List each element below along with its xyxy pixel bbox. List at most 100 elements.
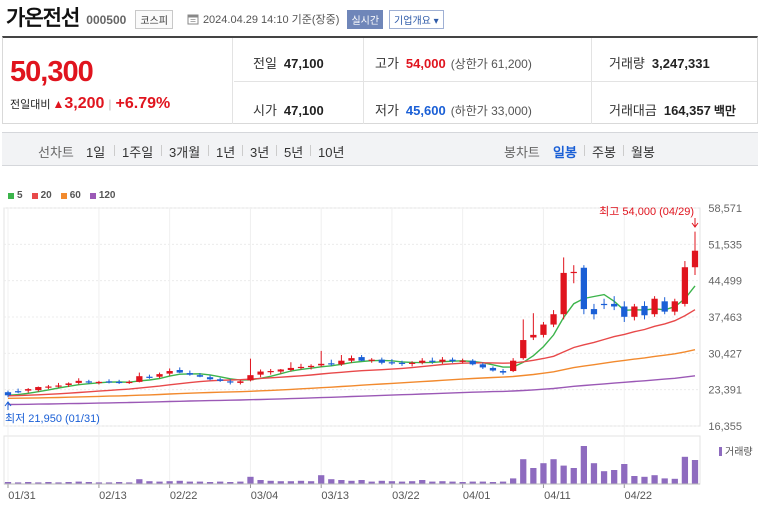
volume-bar (378, 480, 385, 484)
volume-bar (277, 481, 284, 484)
volume-bar (570, 468, 577, 484)
tab-5y[interactable]: 5년 (284, 145, 304, 160)
divider (584, 145, 585, 156)
divider (114, 145, 115, 156)
candle-body (277, 369, 284, 372)
volume-bar (318, 475, 325, 484)
volume-label: 거래량 (609, 56, 645, 71)
candle-body (4, 392, 12, 396)
company-overview-button[interactable]: 기업개요 ▾ (389, 9, 444, 29)
low-arrow-icon (4, 401, 12, 410)
y-tick-label: 23,391 (708, 385, 742, 397)
candle-body (14, 391, 22, 393)
candle-body (520, 340, 527, 359)
tab-daily[interactable]: 일봉 (553, 145, 577, 160)
x-tick-label: 02/22 (170, 490, 198, 502)
volume-bar (621, 464, 628, 484)
volume-bar (661, 478, 668, 484)
volume-bar (186, 481, 193, 484)
candle-body (105, 381, 113, 383)
candle-body (510, 360, 517, 372)
candle-body (328, 363, 335, 365)
legend-swatch (8, 192, 14, 199)
candle-body (449, 359, 456, 362)
tab-weekly[interactable]: 주봉 (592, 145, 616, 160)
candle-body (227, 381, 234, 383)
up-arrow-icon: ▲ (52, 97, 65, 111)
candle-body (65, 383, 72, 385)
legend-label: 20 (40, 190, 52, 201)
volume-bar (611, 470, 618, 484)
candle-body (176, 369, 183, 373)
volume-bar (419, 480, 426, 484)
amount-value: 164,357 (663, 103, 711, 118)
candle-body (580, 267, 587, 310)
tab-1y[interactable]: 1년 (216, 145, 236, 160)
candle-body (338, 360, 345, 365)
legend-label: 60 (69, 190, 81, 201)
volume-bar (328, 479, 335, 484)
volume-bar (499, 481, 507, 484)
legend-item-ma5: 5 (8, 190, 23, 201)
high-value: 54,000 (405, 56, 446, 71)
volume-bar (75, 481, 82, 484)
ma120-line (7, 375, 696, 406)
amount-label: 거래대금 (609, 103, 657, 118)
volume-bar (600, 471, 608, 484)
volume-bar (237, 481, 244, 484)
tab-10y[interactable]: 10년 (318, 145, 345, 160)
tab-candle-chart[interactable]: 봉차트 (504, 145, 540, 160)
volume-bar (681, 456, 689, 484)
volume-bar (176, 480, 183, 484)
realtime-button[interactable]: 실시간 (347, 9, 384, 29)
candle-body (186, 373, 193, 375)
candle-body (247, 375, 254, 381)
divider (310, 145, 311, 156)
x-axis: 01/31 02/13 02/22 03/04 03/13 03/22 04/01 04/11… (4, 483, 700, 502)
volume-bar (560, 465, 567, 484)
price-change: 전일대비 ▲ 3,200 | +6.79% (10, 95, 170, 113)
volume-bar (479, 481, 486, 484)
volume-label: 거래량 (725, 446, 753, 458)
candle-body (621, 306, 628, 317)
volume-bar (580, 446, 587, 484)
volume-bar (146, 481, 153, 484)
volume-bar (136, 479, 143, 484)
candle-body (75, 380, 82, 383)
candle-body (318, 363, 325, 366)
legend-item-ma120: 120 (89, 190, 116, 201)
tab-line-chart[interactable]: 선차트 (38, 145, 74, 160)
y-axis: 58,571 51,535 44,499 37,463 30,427 23,391 16,3… (708, 203, 742, 433)
volume-bar (14, 482, 22, 484)
candle-body (540, 324, 547, 335)
ma60-line (7, 349, 696, 399)
candle-body (287, 367, 295, 370)
volume-bar (671, 478, 678, 484)
candle-body (358, 357, 365, 361)
x-tick-label: 01/31 (8, 490, 36, 502)
candle-body (671, 301, 678, 312)
volume-bar (520, 459, 527, 484)
tab-3m[interactable]: 3개월 (169, 145, 201, 160)
candle-body (206, 377, 214, 380)
tab-1d[interactable]: 1일 (86, 145, 106, 160)
candle-body (600, 303, 608, 306)
candle-body (35, 387, 42, 391)
period-tabs: 선차트 1일 1주일 3개월 1년 3년 5년 10년 봉차트 일봉 주봉 월봉 (2, 132, 758, 166)
volume-bar (206, 482, 214, 484)
candle-body (307, 365, 315, 368)
tab-1w[interactable]: 1주일 (122, 145, 154, 160)
x-tick-label: 03/13 (321, 490, 349, 502)
tab-3y[interactable]: 3년 (250, 145, 270, 160)
open-label: 시가 (253, 103, 277, 118)
volume-bar (25, 482, 32, 484)
volume-bar (489, 482, 497, 484)
y-tick-label: 44,499 (708, 276, 742, 288)
tab-monthly[interactable]: 월봉 (631, 145, 655, 160)
legend-item-ma20: 20 (31, 190, 52, 201)
candle-body (550, 314, 557, 325)
volume-bar (55, 482, 62, 484)
high-label: 고가 (375, 56, 399, 71)
volume-cell: 거래량 3,247,331 (609, 53, 710, 72)
volume-legend-swatch (719, 447, 722, 456)
